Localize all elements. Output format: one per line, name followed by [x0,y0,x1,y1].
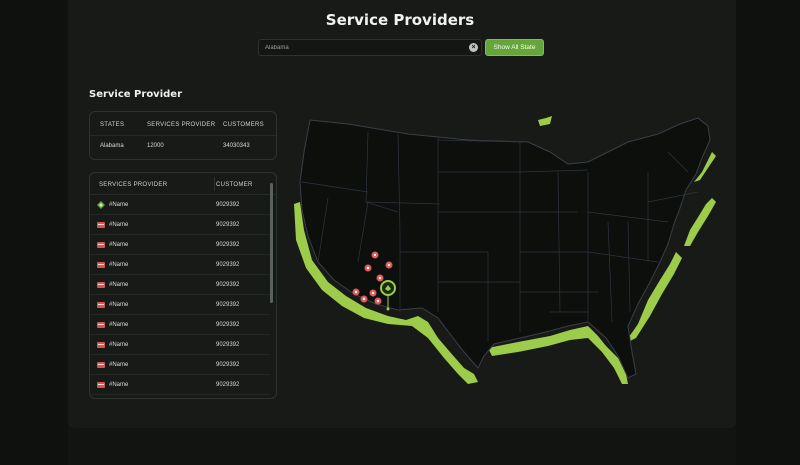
page-frame-right [736,0,800,465]
table-row[interactable]: #Name 9029392 [90,295,270,315]
provider-customer: 9029392 [216,342,240,348]
close-circle-icon[interactable]: × [469,43,478,52]
search-box[interactable]: × [258,39,482,56]
table-row[interactable]: #Name 9029392 [90,215,270,235]
header-services-provider: SERVICES PROVIDER [99,182,168,188]
provider-customer: 9029392 [216,302,240,308]
table-row[interactable]: #Name 9029392 [90,335,270,355]
provider-name: #Name [109,222,129,228]
provider-customer: 9029392 [216,362,240,368]
marker-icon [374,297,382,305]
providers-table: SERVICES PROVIDER CUSTOMER #Name 9029392 #… [89,172,277,399]
table-row[interactable]: #Name 9029392 [90,195,270,215]
service-markers[interactable] [352,251,396,311]
provider-customer: 9029392 [216,322,240,328]
provider-name: #Name [109,382,129,388]
page-title: Service Providers [325,11,475,29]
provider-name: #Name [109,362,129,368]
red-store-icon [97,262,105,268]
summary-customers: 34030343 [223,143,250,149]
provider-customer: 9029392 [216,382,240,388]
table-row[interactable]: #Name 9029392 [90,235,270,255]
us-map[interactable] [288,112,728,394]
table-header: SERVICES PROVIDER CUSTOMER [90,173,276,195]
provider-customer: 9029392 [216,222,240,228]
header-states: STATES [100,122,125,128]
provider-customer: 9029392 [216,262,240,268]
search-input[interactable] [265,41,465,54]
red-store-icon [97,342,105,348]
section-title: Service Provider [89,89,183,100]
provider-name: #Name [109,202,129,208]
header-services-provider: SERVICES PROVIDER [147,122,216,128]
marker-icon [371,251,379,259]
provider-name: #Name [109,262,129,268]
green-logo-icon [97,201,105,209]
marker-icon [376,274,384,282]
marker-icon [364,264,372,272]
provider-customer: 9029392 [216,202,240,208]
scrollbar[interactable] [270,183,273,303]
table-row[interactable]: #Name 9029392 [90,255,270,275]
summary-providers: 12000 [147,143,164,149]
marker-icon [385,261,393,269]
provider-customer: 9029392 [216,242,240,248]
map-land [299,117,711,379]
header-customer: CUSTOMER [216,182,253,188]
provider-name: #Name [109,282,129,288]
provider-name: #Name [109,302,129,308]
table-row[interactable]: #Name 9029392 [90,355,270,375]
summary-state: Alabama [100,143,124,149]
page-frame-left [0,0,68,465]
red-store-icon [97,282,105,288]
red-store-icon [97,242,105,248]
divider [90,135,276,136]
table-row[interactable]: #Name 9029392 [90,375,270,395]
show-all-state-button[interactable]: Show All State [485,39,544,56]
summary-table: STATES SERVICES PROVIDER CUSTOMERS Alaba… [89,111,277,160]
provider-name: #Name [109,242,129,248]
marker-icon [369,289,377,297]
table-row[interactable]: #Name 9029392 [90,315,270,335]
divider [214,177,215,191]
selected-marker-icon [380,280,396,311]
red-store-icon [97,222,105,228]
header-customers: CUSTOMERS [223,122,264,128]
marker-icon [360,295,368,303]
provider-name: #Name [109,322,129,328]
red-store-icon [97,302,105,308]
provider-name: #Name [109,342,129,348]
provider-customer: 9029392 [216,282,240,288]
red-store-icon [97,382,105,388]
red-store-icon [97,362,105,368]
red-store-icon [97,322,105,328]
table-row[interactable]: #Name 9029392 [90,275,270,295]
state-borders [301,131,699,342]
marker-icon [352,288,360,296]
